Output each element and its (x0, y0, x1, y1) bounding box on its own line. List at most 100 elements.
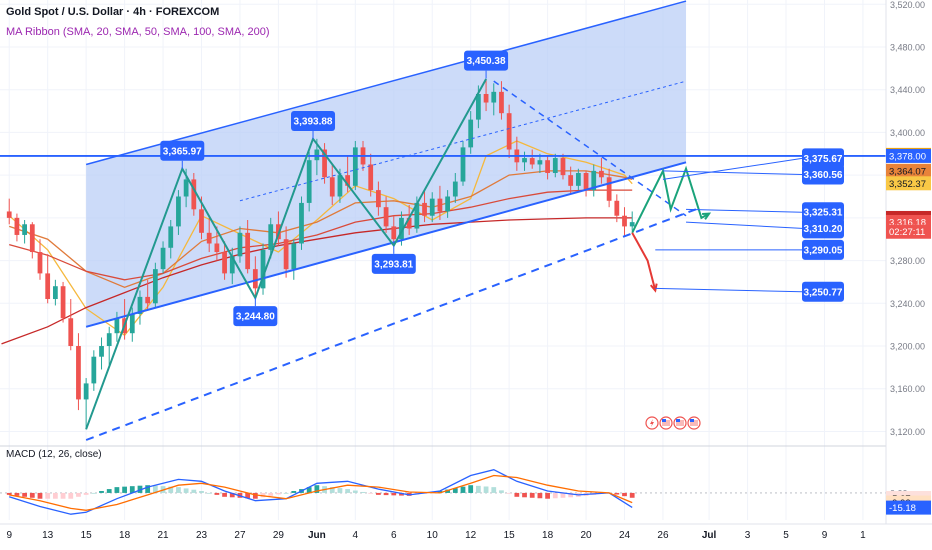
macd-histogram-bar (168, 486, 174, 493)
candle-body (599, 170, 604, 178)
target-label-box (802, 239, 844, 260)
y-tick-label: 3,160.00 (890, 384, 925, 394)
x-tick-label: 21 (157, 530, 169, 541)
candle-body (168, 226, 174, 248)
price-tag-text: 3,378.00 (889, 151, 926, 162)
target-label-text: 3,290.05 (804, 245, 843, 256)
x-tick-label: 5 (783, 530, 789, 541)
target-label-box (802, 148, 844, 169)
candle-body (568, 175, 574, 186)
projection-path-red (631, 232, 657, 291)
macd-histogram-bar (145, 485, 151, 493)
candle-body (6, 211, 12, 218)
x-tick-label: Jun (308, 530, 326, 541)
dashed-support-line (85, 206, 702, 441)
annotation-text: 3,450.38 (467, 56, 506, 67)
macd-histogram-bar (252, 492, 258, 499)
x-tick-label: 27 (234, 530, 246, 541)
macd-histogram-bar (29, 492, 35, 498)
candle-body (206, 232, 212, 244)
price-tag-box (886, 224, 931, 239)
macd-histogram-bar (76, 492, 81, 497)
macd-histogram-bar (137, 485, 143, 493)
x-tick-label: 15 (81, 530, 93, 541)
macd-histogram-bar (276, 492, 281, 495)
macd-histogram-bar (260, 492, 266, 498)
x-tick-label: 18 (542, 530, 554, 541)
projection-arrowhead-red (649, 283, 658, 293)
candle-body (406, 217, 412, 229)
candle-body (306, 160, 312, 203)
target-connector-line (662, 170, 803, 176)
macd-histogram-bar (360, 491, 366, 493)
candle-body (383, 207, 389, 227)
candle-body (591, 170, 597, 191)
macd-histogram-bar (522, 492, 527, 498)
x-tick-label: Jul (702, 530, 717, 541)
candle-body (299, 202, 304, 244)
candle-body (622, 215, 627, 227)
candle-body (268, 224, 274, 250)
target-label-text: 3,375.67 (804, 154, 843, 165)
candle-body (575, 173, 581, 186)
candle-body (199, 209, 204, 233)
annotation-box (160, 140, 205, 161)
y-tick-label: 3,240.00 (890, 299, 925, 309)
price-tag-box (886, 176, 931, 191)
macd-histogram-bar (399, 492, 404, 496)
target-label-text: 3,310.20 (804, 224, 843, 235)
candle-body (152, 269, 158, 304)
macd-histogram-bar (452, 488, 458, 493)
candle-body (76, 346, 81, 400)
y-tick-label: 3,520.00 (890, 0, 925, 10)
macd-histogram-bar (499, 490, 504, 493)
macd-histogram-bar (491, 487, 497, 493)
candle-body (560, 158, 566, 176)
x-tick-label: 18 (119, 530, 131, 541)
candle-body (129, 313, 135, 334)
macd-histogram-bar (122, 486, 127, 493)
candle-body (583, 173, 589, 191)
candle-body (491, 91, 497, 103)
target-connector-line (655, 287, 803, 293)
macd-line (9, 469, 633, 515)
candle-body (99, 346, 104, 357)
macd-histogram-bar (183, 488, 189, 493)
macd-histogram-bar (483, 486, 489, 493)
macd-histogram-bar (552, 492, 558, 499)
annotation-box (291, 110, 336, 131)
macd-histogram-bar (106, 489, 112, 493)
macd-histogram-bar (83, 492, 89, 495)
price-tag-text: 02:27:11 (889, 227, 925, 238)
macd-histogram-bar (199, 491, 204, 493)
candle-body (245, 232, 251, 270)
candle-body (545, 160, 550, 174)
candle-body (322, 149, 327, 178)
ma-line-sma-200 (1, 217, 633, 345)
target-connector-line (662, 157, 803, 180)
macd-histogram-bar (306, 487, 312, 493)
macd-histogram-bar (22, 492, 27, 497)
candle-body (437, 198, 443, 212)
macd-histogram-bar (14, 492, 20, 496)
candle-body (60, 286, 66, 319)
candle-body (160, 247, 166, 270)
x-tick-label: 24 (619, 530, 631, 541)
macd-histogram-bar (514, 492, 520, 497)
candle-body (529, 158, 535, 165)
annotation-box (371, 253, 416, 274)
candle-body (29, 224, 35, 253)
macd-histogram-bar (314, 485, 320, 493)
candle-body (506, 113, 512, 150)
target-connector-line (686, 208, 803, 213)
macd-histogram-bar (368, 492, 374, 494)
annotation-text: 3,244.80 (236, 312, 275, 323)
candle-body (414, 202, 420, 229)
candle-body (314, 149, 320, 161)
macd-histogram-bar (614, 492, 620, 495)
candle-body (552, 158, 558, 174)
candle-body (52, 286, 58, 300)
candle-body (22, 224, 27, 235)
macd-histogram-bar (37, 492, 43, 499)
